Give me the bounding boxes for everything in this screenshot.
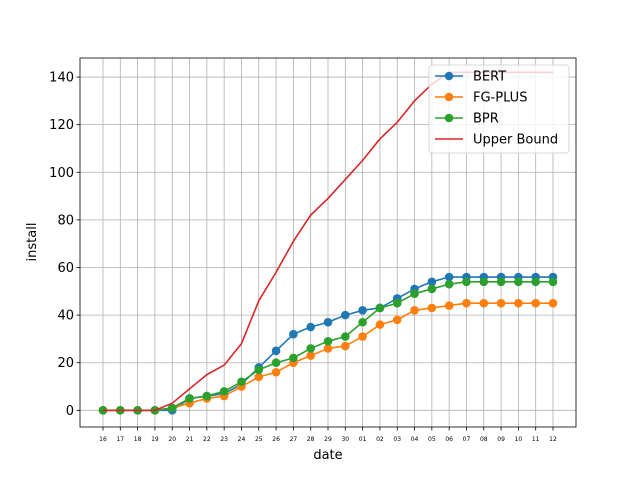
x-tick-label: 12	[549, 436, 557, 443]
y-axis-label: install	[25, 223, 40, 262]
data-point-bpr	[306, 344, 315, 353]
data-point-fg-plus	[410, 306, 419, 315]
data-point-bert	[306, 322, 315, 332]
legend-marker-bert	[444, 71, 454, 81]
data-point-fg-plus	[323, 344, 333, 353]
data-point-bert	[444, 272, 454, 282]
y-tick-label: 40	[57, 309, 74, 324]
data-point-bpr	[427, 284, 437, 294]
legend-marker-fg-plus	[444, 92, 454, 102]
x-tick-label: 07	[463, 436, 471, 443]
y-tick-label: 80	[57, 213, 74, 228]
x-tick-label: 03	[393, 436, 401, 443]
data-point-fg-plus	[306, 351, 315, 360]
data-point-bpr	[254, 365, 264, 375]
x-tick-label: 17	[116, 436, 124, 443]
data-point-fg-plus	[444, 301, 454, 310]
x-tick-label: 20	[168, 436, 176, 443]
x-tick-label: 02	[376, 436, 384, 443]
x-tick-label: 05	[428, 436, 436, 443]
legend-label-bpr: BPR	[473, 112, 499, 127]
data-point-bpr	[531, 277, 540, 287]
data-point-fg-plus	[427, 303, 437, 313]
data-point-bpr	[358, 317, 367, 327]
y-tick-label: 0	[66, 404, 74, 419]
x-tick-label: 04	[411, 436, 419, 443]
y-tick-label: 60	[57, 261, 74, 276]
legend-label-upper-bound: Upper Bound	[473, 133, 558, 148]
data-point-bert	[323, 317, 333, 327]
y-tick-label: 120	[49, 118, 74, 133]
data-point-bpr	[167, 403, 177, 413]
data-point-fg-plus	[514, 298, 523, 308]
x-tick-label: 25	[255, 436, 263, 443]
x-tick-label: 21	[186, 436, 194, 443]
y-tick-label: 100	[49, 166, 74, 181]
data-point-fg-plus	[254, 372, 264, 382]
x-tick-label: 28	[307, 436, 315, 443]
data-point-bpr	[323, 336, 333, 346]
data-point-fg-plus	[375, 320, 385, 329]
data-point-bert	[358, 306, 367, 315]
legend: BERT FG-PLUS BPR Upper Bound	[428, 64, 570, 154]
x-tick-label: 08	[480, 436, 488, 443]
series-layer	[98, 71, 558, 415]
x-tick-label: 19	[151, 436, 159, 443]
data-point-fg-plus	[341, 341, 350, 351]
data-point-bpr	[392, 298, 402, 308]
data-point-bpr	[548, 277, 558, 287]
x-tick-label: 09	[497, 436, 505, 443]
data-point-fg-plus	[496, 298, 506, 308]
legend-box	[428, 64, 570, 154]
legend-marker-bpr	[444, 113, 454, 123]
data-point-bpr	[514, 277, 523, 287]
x-tick-label: 26	[272, 436, 280, 443]
data-point-bert	[341, 310, 350, 320]
x-tick-label: 10	[515, 436, 523, 443]
data-point-bpr	[462, 277, 471, 287]
data-point-fg-plus	[479, 298, 489, 308]
x-axis-label: date	[313, 448, 342, 463]
data-point-fg-plus	[271, 367, 281, 377]
data-point-fg-plus	[548, 298, 558, 308]
y-tick-label: 20	[57, 356, 74, 371]
x-tick-label: 29	[324, 436, 332, 443]
data-point-bpr	[444, 279, 454, 289]
x-tick-label: 01	[359, 436, 367, 443]
x-tick-label: 30	[341, 436, 349, 443]
x-tick-label: 11	[532, 436, 540, 443]
data-point-bpr	[479, 277, 489, 287]
x-tick-label: 24	[238, 436, 246, 443]
x-tick-label: 06	[445, 436, 453, 443]
x-tick-label: 18	[134, 436, 142, 443]
data-point-fg-plus	[358, 332, 367, 341]
legend-label-bert: BERT	[473, 70, 506, 85]
data-point-bpr	[410, 289, 419, 298]
data-point-bert	[271, 346, 281, 356]
series-bpr	[98, 277, 558, 415]
data-point-bert	[289, 329, 298, 339]
data-point-fg-plus	[392, 315, 402, 325]
data-point-bpr	[375, 303, 385, 313]
data-point-fg-plus	[462, 298, 471, 308]
x-tick-label: 22	[203, 436, 211, 443]
data-point-bpr	[237, 377, 246, 387]
data-point-bpr	[496, 277, 506, 287]
axis-ticks: 16 17 18 19 20 21 22 23 24 25 26 27 28 29 30 01 02 03 04 05…	[49, 71, 557, 443]
data-point-bpr	[202, 391, 212, 401]
x-tick-label: 23	[220, 436, 228, 443]
data-point-bpr	[219, 386, 229, 396]
data-point-bpr	[271, 358, 281, 368]
data-point-bert	[427, 277, 437, 287]
data-point-bpr	[185, 394, 194, 403]
x-tick-label: 27	[290, 436, 298, 443]
y-tick-label: 140	[49, 71, 74, 86]
data-point-bpr	[289, 353, 298, 363]
data-point-bpr	[341, 332, 350, 341]
x-tick-label: 16	[99, 436, 107, 443]
legend-label-fg-plus: FG-PLUS	[473, 91, 527, 106]
data-point-fg-plus	[531, 298, 540, 308]
